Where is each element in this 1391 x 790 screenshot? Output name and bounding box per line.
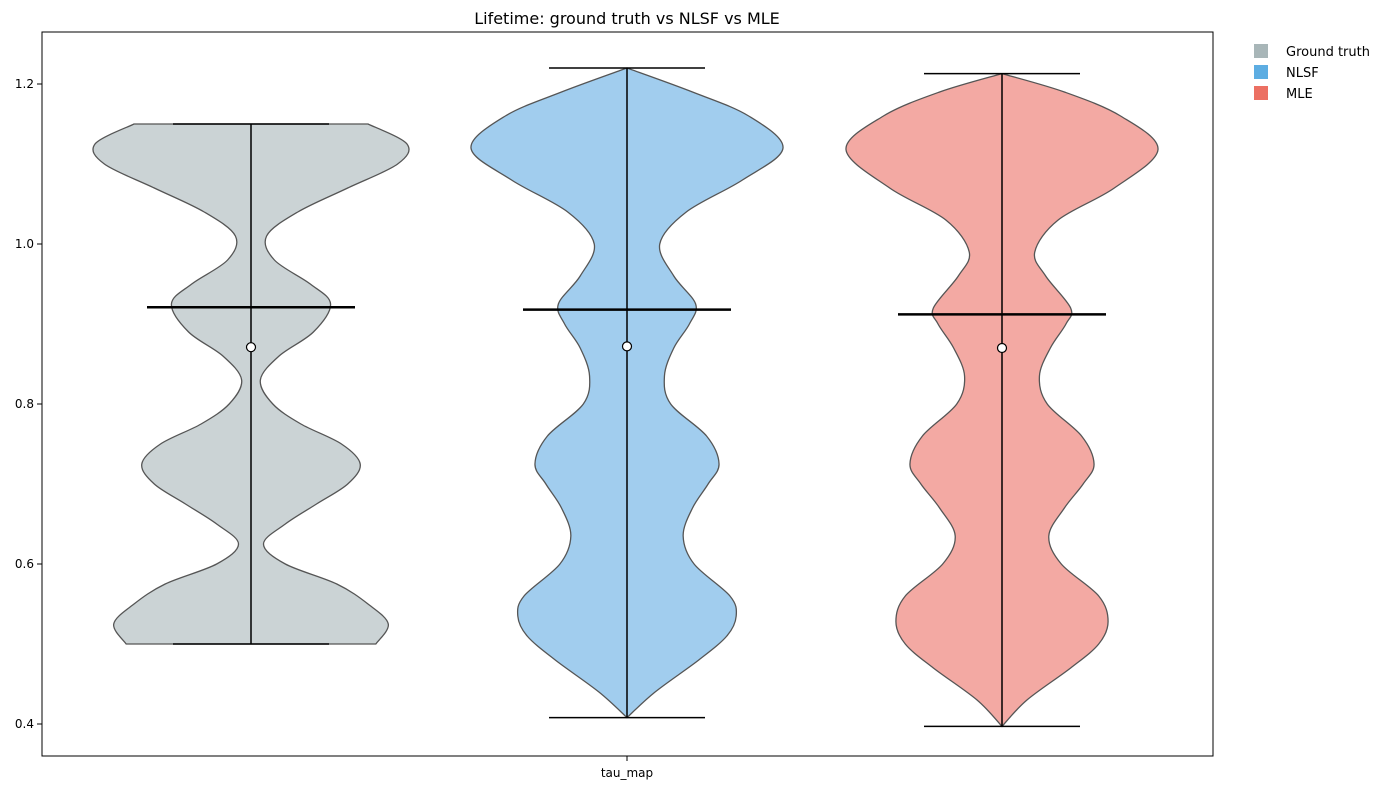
legend-label: NLSF (1286, 66, 1319, 81)
legend-swatch (1254, 44, 1268, 58)
x-tick-label: tau_map (601, 766, 653, 780)
y-tick-label: 1.0 (15, 237, 34, 251)
y-tick-label: 0.8 (15, 397, 34, 411)
violin-median-marker (245, 342, 257, 353)
plot-frame (41, 31, 1214, 757)
legend: Ground truth NLSF MLE (1254, 44, 1370, 102)
legend-swatch (1254, 65, 1268, 79)
legend-swatch (1254, 86, 1268, 100)
chart-title: Lifetime: ground truth vs NLSF vs MLE (474, 9, 780, 28)
x-axis: tau_map (601, 756, 653, 780)
violin-median-marker (621, 341, 633, 352)
y-axis: 0.4 0.6 0.8 1.0 1.2 (15, 77, 42, 731)
y-tick-label: 0.4 (15, 717, 34, 731)
violin-nlsf (470, 67, 784, 719)
y-tick-label: 1.2 (15, 77, 34, 91)
violin-median-marker (996, 342, 1008, 354)
y-tick-label: 0.6 (15, 557, 34, 571)
violin-ground-truth (92, 123, 410, 645)
plot-area (92, 67, 1159, 728)
legend-label: MLE (1286, 87, 1313, 102)
legend-label: Ground truth (1286, 45, 1370, 60)
violin-mle (845, 72, 1159, 728)
